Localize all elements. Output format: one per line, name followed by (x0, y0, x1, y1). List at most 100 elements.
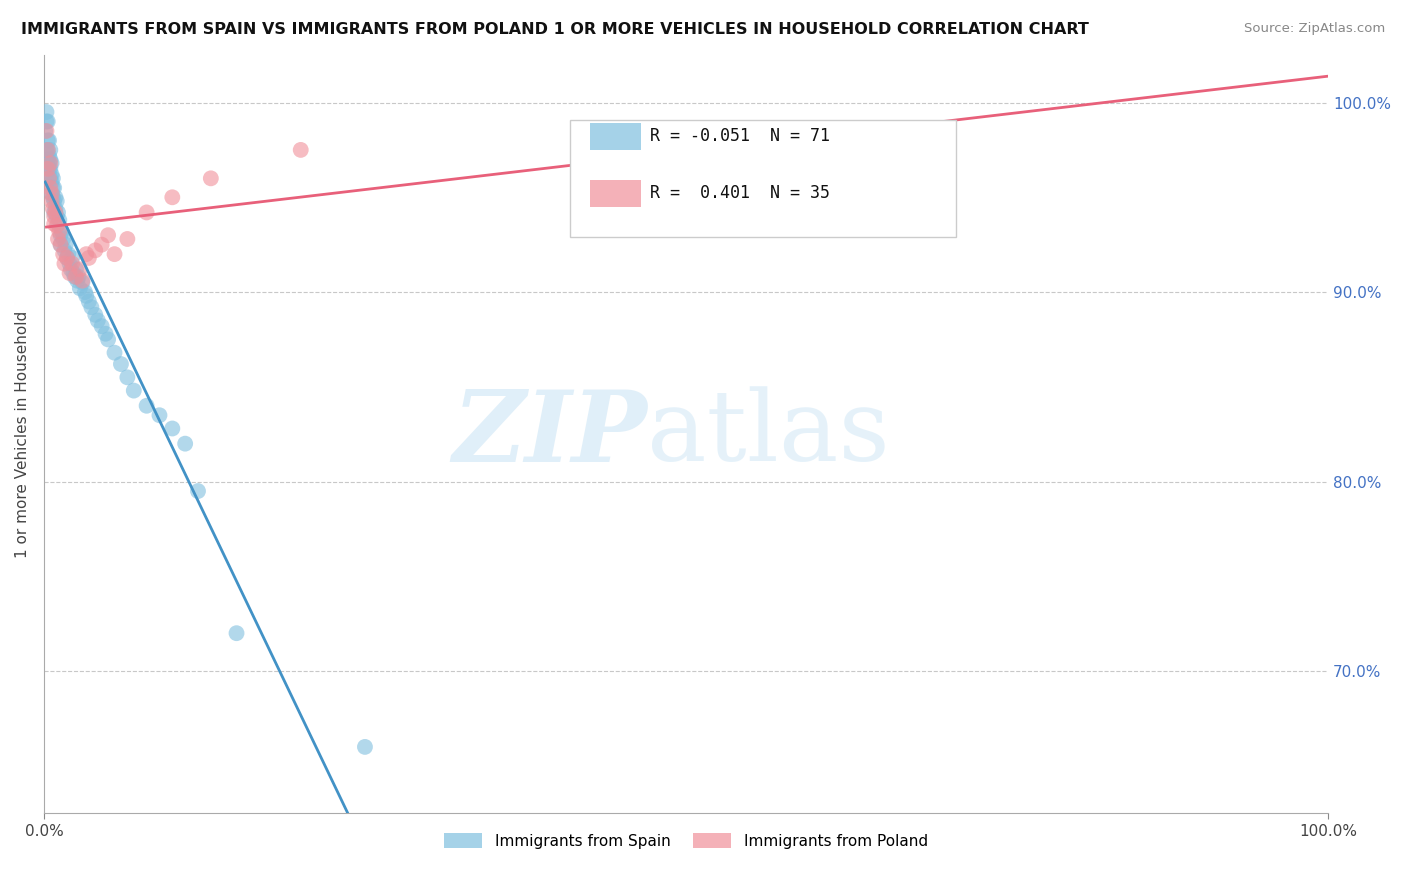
Point (42, 190, 65, 204)
Point (122, 384, 145, 398)
Point (35, 105, 58, 120)
Point (73, 285, 96, 299)
Point (39, 171, 62, 186)
Point (67, 269, 90, 284)
FancyBboxPatch shape (589, 180, 641, 207)
Point (72, 276, 94, 290)
Point (37, 143, 59, 157)
Point (41, 175, 63, 189)
Point (49, 237, 72, 252)
Point (46, 217, 69, 231)
Point (37, 133, 59, 147)
Point (37, 114, 59, 128)
Point (45, 194, 67, 208)
Point (77, 294, 100, 309)
Point (65, 269, 87, 284)
Point (148, 409, 170, 423)
Y-axis label: 1 or more Vehicles in Household: 1 or more Vehicles in Household (15, 310, 30, 558)
Text: R =  0.401  N = 35: R = 0.401 N = 35 (650, 184, 830, 202)
Point (63, 269, 86, 284)
Point (65, 262, 87, 277)
Point (84, 244, 107, 258)
Point (103, 345, 125, 359)
Point (38, 156, 60, 170)
Point (41, 186, 63, 201)
Point (44, 205, 66, 219)
Point (53, 257, 76, 271)
Text: ZIP: ZIP (453, 386, 648, 483)
Point (187, 483, 209, 498)
Point (103, 247, 125, 261)
Point (200, 171, 222, 186)
Point (84, 308, 107, 322)
Point (38, 148, 60, 162)
Point (46, 205, 69, 219)
Point (44, 209, 66, 223)
Point (39, 161, 62, 176)
Point (39, 181, 62, 195)
Point (110, 357, 132, 371)
Point (45, 219, 67, 233)
Point (59, 262, 82, 277)
FancyBboxPatch shape (571, 120, 956, 237)
Point (44, 190, 66, 204)
Point (38, 161, 60, 176)
FancyBboxPatch shape (589, 123, 641, 150)
Point (44, 194, 66, 208)
Point (117, 232, 139, 246)
Point (290, 143, 312, 157)
Point (117, 370, 139, 384)
Point (69, 262, 91, 277)
Point (41, 194, 63, 208)
Point (44, 181, 66, 195)
Point (42, 171, 65, 186)
Text: atlas: atlas (648, 386, 890, 482)
Point (56, 251, 79, 265)
Point (42, 181, 65, 195)
Point (46, 232, 69, 246)
Point (58, 257, 80, 271)
Point (35, 114, 58, 128)
Point (38, 133, 60, 147)
Point (60, 251, 83, 265)
Point (38, 171, 60, 186)
Point (39, 153, 62, 167)
Point (174, 436, 197, 450)
Point (58, 266, 80, 280)
Point (39, 143, 62, 157)
Point (90, 319, 112, 334)
Point (87, 313, 110, 327)
Point (94, 326, 117, 341)
Point (162, 190, 184, 204)
Point (97, 228, 120, 243)
Point (34, 124, 56, 138)
Point (56, 251, 79, 265)
Text: IMMIGRANTS FROM SPAIN VS IMMIGRANTS FROM POLAND 1 OR MORE VEHICLES IN HOUSEHOLD : IMMIGRANTS FROM SPAIN VS IMMIGRANTS FROM… (21, 22, 1090, 37)
Point (225, 626, 247, 640)
Text: Source: ZipAtlas.com: Source: ZipAtlas.com (1244, 22, 1385, 36)
Point (66, 274, 89, 288)
Point (41, 168, 63, 182)
Point (135, 205, 157, 219)
Point (53, 244, 76, 258)
Point (62, 266, 84, 280)
Point (45, 209, 67, 223)
Point (41, 156, 63, 170)
Point (75, 247, 97, 261)
Point (51, 224, 73, 238)
Point (52, 232, 75, 246)
Point (44, 202, 66, 216)
Point (97, 333, 120, 347)
Point (39, 156, 62, 170)
Point (37, 153, 59, 167)
Point (72, 274, 94, 288)
Point (162, 421, 184, 435)
Point (37, 161, 59, 176)
Point (52, 247, 75, 261)
Point (48, 224, 70, 238)
Point (55, 237, 77, 252)
Point (49, 228, 72, 243)
Point (41, 186, 63, 201)
Point (37, 143, 59, 157)
Point (48, 213, 70, 227)
